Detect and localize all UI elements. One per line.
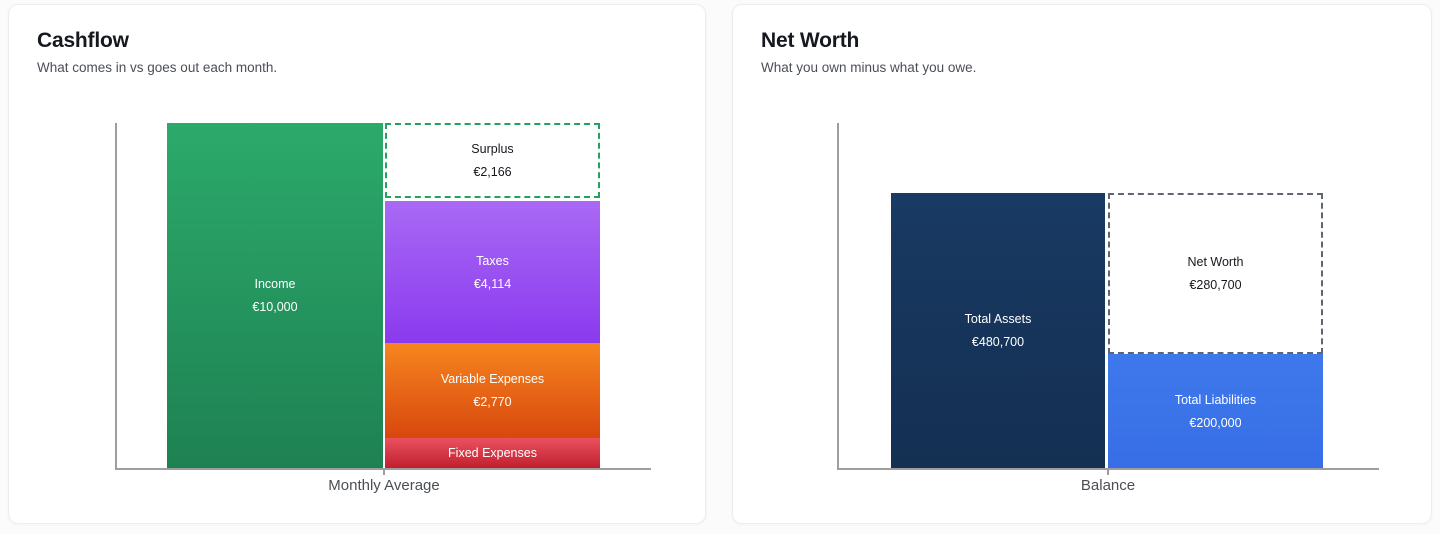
networth-x-axis [837,468,1379,470]
total-liabilities-bar-label: Total Liabilities [1174,392,1257,407]
income-bar-value: €10,000 [252,300,298,314]
cashflow-x-axis-label: Monthly Average [328,477,440,494]
cashflow-subtitle: What comes in vs goes out each month. [37,60,278,75]
cashflow-card: Cashflow What comes in vs goes out each … [8,4,706,524]
net-worth-bar-label: Net Worth [1187,255,1244,269]
networth-x-axis-label: Balance [1080,477,1136,494]
cashflow-title: Cashflow [37,29,129,52]
total-liabilities-bar[interactable]: Total Liabilities €200,000 [1108,354,1323,468]
fixed-expenses-bar-label: Fixed Expenses [448,446,537,460]
income-bar[interactable]: Income €10,000 [167,123,383,468]
total-liabilities-bar-value: €200,000 [1189,415,1242,430]
networth-y-axis [837,123,839,470]
networth-subtitle: What you own minus what you owe. [761,60,977,75]
variable-expenses-bar-label: Variable Expenses [440,372,545,386]
networth-header: Net Worth What you own minus what you ow… [733,5,1431,75]
income-bar-label: Income [254,277,296,291]
networth-chart: Balance Total Assets €480,700 Net Worth … [733,5,1431,523]
net-worth-bar[interactable]: Net Worth €280,700 [1108,193,1323,354]
surplus-bar-label: Surplus [471,142,514,156]
fixed-expenses-bar[interactable]: Fixed Expenses [385,438,600,468]
net-worth-bar-value: €280,700 [1189,278,1242,292]
total-assets-bar-value: €480,700 [971,335,1025,349]
cashflow-x-axis [115,468,651,470]
taxes-bar-value: €4,114 [473,276,512,291]
cashflow-y-axis [115,123,117,470]
taxes-bar[interactable]: Taxes €4,114 [385,201,600,343]
networth-card: Net Worth What you own minus what you ow… [732,4,1432,524]
cashflow-chart: Monthly Average Income €10,000 Surplus €… [9,5,705,523]
total-assets-bar[interactable]: Total Assets €480,700 [891,193,1105,468]
total-assets-bar-label: Total Assets [964,312,1032,326]
networth-title: Net Worth [761,29,860,52]
variable-expenses-bar[interactable]: Variable Expenses €2,770 [385,343,600,438]
cashflow-header: Cashflow What comes in vs goes out each … [9,5,705,75]
cashflow-x-tick [383,470,385,475]
surplus-bar-value: €2,166 [473,165,512,179]
surplus-bar[interactable]: Surplus €2,166 [385,123,600,198]
networth-x-tick [1107,470,1109,475]
taxes-bar-label: Taxes [476,253,509,268]
variable-expenses-bar-value: €2,770 [473,395,512,409]
